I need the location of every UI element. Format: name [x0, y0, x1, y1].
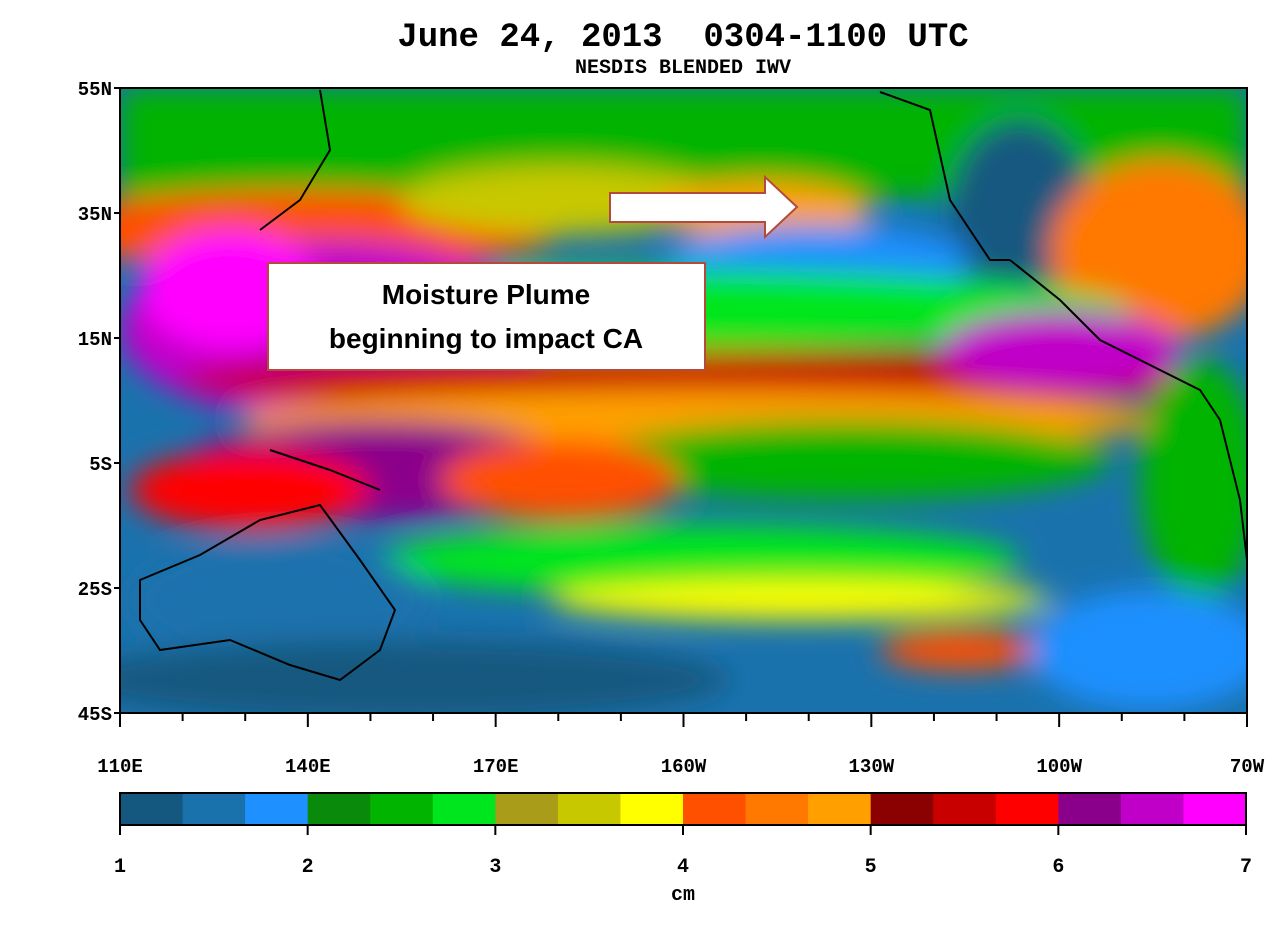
arrow [609, 174, 799, 240]
colorbar-label: 7 [1240, 856, 1252, 879]
color-swatch [370, 793, 434, 825]
color-swatch [182, 793, 246, 825]
lat-label: 25S [78, 579, 112, 601]
lon-label: 130W [849, 756, 895, 778]
lat-label: 35N [78, 204, 112, 226]
annotation-text: beginning to impact CA [329, 323, 643, 354]
color-swatch [120, 793, 184, 825]
color-swatch [245, 793, 309, 825]
lat-label: 45S [78, 704, 112, 726]
color-swatch [1120, 793, 1184, 825]
color-swatch [995, 793, 1059, 825]
color-swatch [557, 793, 621, 825]
title: June 24, 2013 0304-1100 UTC [397, 19, 968, 57]
colorbar-label: 3 [489, 856, 501, 879]
colorbar-label: 1 [114, 856, 126, 879]
subtitle: NESDIS BLENDED IWV [575, 57, 791, 80]
color-swatch [620, 793, 684, 825]
color-swatch [432, 793, 496, 825]
lon-label: 70W [1230, 756, 1265, 778]
lat-label: 55N [78, 79, 112, 101]
lat-label: 5S [89, 454, 112, 476]
colorbar-label: 2 [302, 856, 314, 879]
color-swatch [307, 793, 371, 825]
color-swatch [870, 793, 934, 825]
color-swatch [1183, 793, 1247, 825]
annotation-box [267, 262, 706, 371]
color-swatch [1058, 793, 1122, 825]
color-swatch [808, 793, 872, 825]
colorbar-label: 6 [1052, 856, 1064, 879]
lat-label: 15N [78, 329, 112, 351]
colorbar-unit: cm [671, 884, 695, 907]
lon-label: 160W [661, 756, 707, 778]
lon-label: 110E [97, 756, 143, 778]
lon-label: 100W [1036, 756, 1082, 778]
color-swatch [933, 793, 997, 825]
colorbar-label: 5 [865, 856, 877, 879]
annotation-text: Moisture Plume [382, 279, 590, 310]
color-swatch [745, 793, 809, 825]
iwv-image [120, 88, 1247, 713]
color-swatch [683, 793, 747, 825]
colorbar-label: 4 [677, 856, 689, 879]
color-swatch [495, 793, 559, 825]
lon-label: 140E [285, 756, 331, 778]
lon-label: 170E [473, 756, 519, 778]
